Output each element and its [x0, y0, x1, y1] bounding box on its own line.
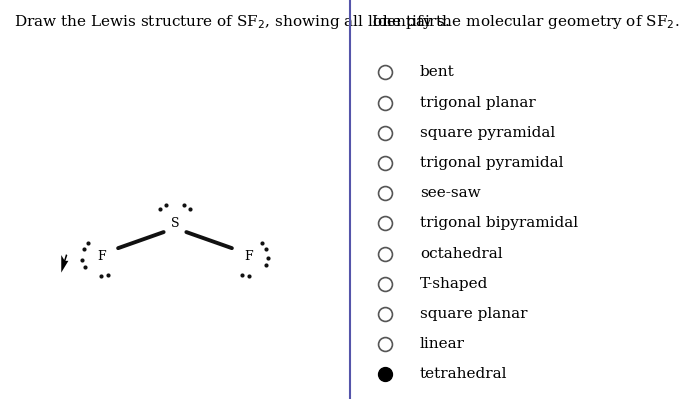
- Text: F: F: [97, 250, 106, 263]
- Text: bent: bent: [420, 65, 455, 79]
- Text: S: S: [171, 217, 179, 230]
- Text: Identify the molecular geometry of SF$_2$.: Identify the molecular geometry of SF$_2…: [371, 12, 680, 31]
- Text: square planar: square planar: [420, 307, 528, 321]
- Text: trigonal bipyramidal: trigonal bipyramidal: [420, 216, 578, 231]
- Text: trigonal pyramidal: trigonal pyramidal: [420, 156, 564, 170]
- Text: trigonal planar: trigonal planar: [420, 96, 536, 110]
- Text: tetrahedral: tetrahedral: [420, 367, 508, 381]
- Text: F: F: [244, 250, 253, 263]
- Text: see-saw: see-saw: [420, 186, 481, 200]
- Text: square pyramidal: square pyramidal: [420, 126, 555, 140]
- Text: linear: linear: [420, 337, 465, 351]
- Polygon shape: [62, 254, 69, 273]
- Text: Draw the Lewis structure of SF$_2$, showing all lone pairs.: Draw the Lewis structure of SF$_2$, show…: [14, 12, 449, 31]
- Text: octahedral: octahedral: [420, 247, 503, 261]
- Text: T-shaped: T-shaped: [420, 277, 489, 291]
